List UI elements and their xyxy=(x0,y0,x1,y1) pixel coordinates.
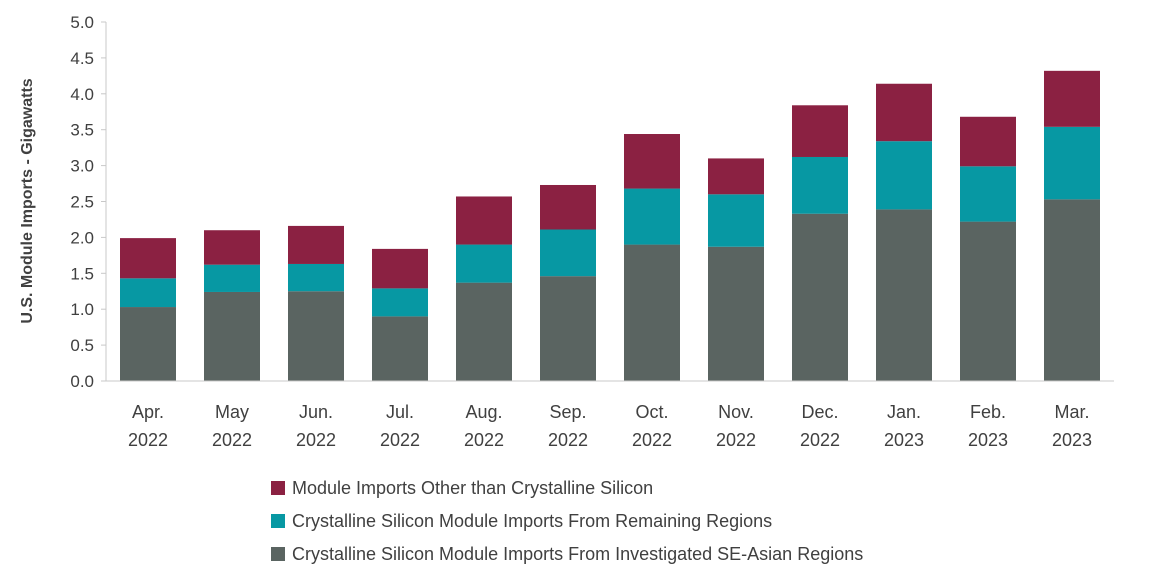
bar-segment-series-0 xyxy=(624,244,680,381)
bar-segment-series-1 xyxy=(960,166,1016,222)
bar-segment-series-2 xyxy=(624,134,680,189)
y-tick-label: 3.5 xyxy=(70,121,94,140)
x-tick-label: Dec. xyxy=(801,402,838,422)
bar-segment-series-1 xyxy=(1044,126,1100,200)
x-tick-label: Sep. xyxy=(549,402,586,422)
bar-segment-series-0 xyxy=(792,213,848,381)
bar-segment-series-0 xyxy=(372,316,428,381)
bar-segment-series-2 xyxy=(372,248,428,289)
y-tick-label: 4.0 xyxy=(70,85,94,104)
x-tick-label: 2023 xyxy=(968,430,1008,450)
bar-segment-series-0 xyxy=(204,291,260,381)
y-tick-label: 4.5 xyxy=(70,49,94,68)
legend-swatch xyxy=(271,547,285,561)
x-tick-label: 2023 xyxy=(1052,430,1092,450)
y-tick-label: 3.0 xyxy=(70,157,94,176)
bar-segment-series-2 xyxy=(120,238,176,279)
bar-segment-series-2 xyxy=(876,83,932,142)
bar-segment-series-0 xyxy=(876,209,932,381)
bar-segment-series-2 xyxy=(204,230,260,265)
bar-segment-series-0 xyxy=(288,291,344,381)
x-tick-label: 2022 xyxy=(128,430,168,450)
x-tick-label: May xyxy=(215,402,249,422)
bar-segment-series-0 xyxy=(960,221,1016,381)
y-tick-label: 0.5 xyxy=(70,336,94,355)
x-tick-label: Jul. xyxy=(386,402,414,422)
bar-segment-series-0 xyxy=(540,276,596,381)
legend-swatch xyxy=(271,481,285,495)
y-axis-ticks: 0.0 0.5 1.0 1.5 2.0 2.5 3.0 3.5 4.0 4.5 5.0 xyxy=(70,13,106,391)
bar-segment-series-2 xyxy=(288,225,344,264)
bar-segment-series-0 xyxy=(1044,199,1100,381)
bar-segment-series-1 xyxy=(288,263,344,292)
legend: Module Imports Other than Crystalline Si… xyxy=(271,478,863,564)
bar-segment-series-1 xyxy=(204,264,260,292)
bar-segment-series-1 xyxy=(456,244,512,283)
bar-segment-series-2 xyxy=(1044,70,1100,127)
x-tick-label: Mar. xyxy=(1054,402,1089,422)
x-tick-label: 2022 xyxy=(380,430,420,450)
bars-group xyxy=(120,70,1100,381)
bar-segment-series-1 xyxy=(624,188,680,245)
bar-segment-series-1 xyxy=(792,156,848,214)
y-tick-label: 2.0 xyxy=(70,228,94,247)
y-tick-label: 0.0 xyxy=(70,372,94,391)
x-tick-label: Nov. xyxy=(718,402,754,422)
x-tick-label: Jan. xyxy=(887,402,921,422)
bar-segment-series-1 xyxy=(540,229,596,277)
bar-segment-series-0 xyxy=(456,282,512,381)
y-tick-label: 5.0 xyxy=(70,13,94,32)
x-tick-label: Apr. xyxy=(132,402,164,422)
x-tick-label: Aug. xyxy=(465,402,502,422)
legend-label: Crystalline Silicon Module Imports From … xyxy=(292,544,863,564)
bar-segment-series-1 xyxy=(372,288,428,317)
bar-segment-series-2 xyxy=(960,116,1016,167)
bar-segment-series-2 xyxy=(792,105,848,157)
bar-segment-series-1 xyxy=(120,278,176,308)
legend-label: Crystalline Silicon Module Imports From … xyxy=(292,511,772,531)
x-tick-label: 2022 xyxy=(548,430,588,450)
x-tick-label: 2022 xyxy=(716,430,756,450)
bar-segment-series-0 xyxy=(708,246,764,381)
y-tick-label: 2.5 xyxy=(70,193,94,212)
x-tick-label: 2023 xyxy=(884,430,924,450)
x-tick-label: 2022 xyxy=(632,430,672,450)
x-tick-label: 2022 xyxy=(212,430,252,450)
x-tick-label: Feb. xyxy=(970,402,1006,422)
x-tick-label: Oct. xyxy=(635,402,668,422)
bar-segment-series-1 xyxy=(708,194,764,247)
y-tick-label: 1.0 xyxy=(70,300,94,319)
legend-swatch xyxy=(271,514,285,528)
bar-segment-series-2 xyxy=(708,158,764,195)
legend-label: Module Imports Other than Crystalline Si… xyxy=(292,478,653,498)
x-axis-labels: Apr. 2022 May 2022 Jun. 2022 Jul. 2022 Aug. 2022 S… xyxy=(128,402,1092,450)
y-tick-label: 1.5 xyxy=(70,264,94,283)
x-tick-label: Jun. xyxy=(299,402,333,422)
bar-segment-series-2 xyxy=(540,184,596,230)
y-axis-label: U.S. Module Imports - Gigawatts xyxy=(19,78,36,323)
x-tick-label: 2022 xyxy=(296,430,336,450)
x-tick-label: 2022 xyxy=(800,430,840,450)
x-tick-label: 2022 xyxy=(464,430,504,450)
bar-segment-series-2 xyxy=(456,196,512,245)
bar-segment-series-0 xyxy=(120,307,176,381)
bar-segment-series-1 xyxy=(876,141,932,210)
